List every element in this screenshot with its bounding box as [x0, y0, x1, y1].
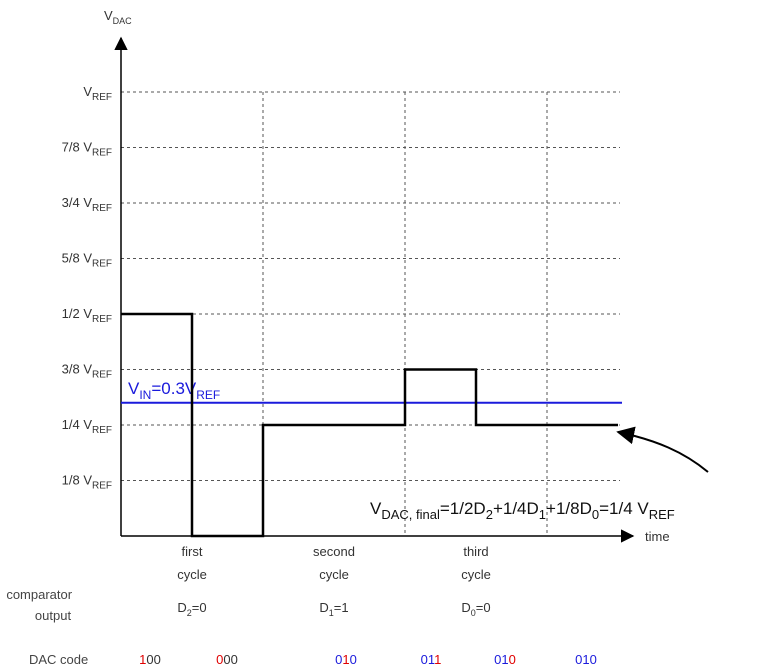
dac-code-4: 010: [494, 652, 516, 667]
dac-code-label: DAC code: [29, 652, 88, 667]
formula-part-5: 1: [539, 507, 546, 522]
formula-part-4: +1/4D: [493, 499, 539, 518]
dac-output-signal: [121, 312, 618, 538]
y-axis-label: VDAC: [104, 8, 132, 26]
comparator-output-2: D0=0: [461, 600, 490, 618]
y-level-label-3: 5/8 VREF: [62, 251, 112, 270]
formula-part-1: DAC, final: [381, 507, 440, 522]
y-level-label-2: 3/4 VREF: [62, 195, 112, 214]
dac-code-3: 011: [421, 652, 442, 667]
dac-code-0: 100: [139, 652, 161, 667]
dac-code-1: 000: [216, 652, 238, 667]
comparator-output-label: comparator output: [6, 587, 75, 623]
dac-code-2: 010: [335, 652, 357, 667]
formula-part-8: =1/4 V: [599, 499, 649, 518]
cycle-labels: first cycle D2=0 second cycle D1=1 third cycle D…: [177, 544, 491, 618]
level-grid-lines: [121, 91, 620, 481]
y-level-label-1: 7/8 VREF: [62, 140, 112, 159]
dac-code-5: 010: [575, 652, 597, 667]
y-level-label-0: VREF: [83, 84, 112, 103]
formula-part-2: =1/2D: [440, 499, 486, 518]
y-level-label-7: 1/8 VREF: [62, 473, 112, 492]
y-level-label-4: 1/2 VREF: [62, 306, 112, 325]
y-level-label-6: 1/4 VREF: [62, 417, 112, 436]
cycle-word-0: cycle: [177, 567, 207, 582]
cycle-name-1: second: [313, 544, 355, 559]
x-axis-label: time: [645, 529, 670, 544]
formula-part-9: REF: [649, 507, 675, 522]
formula-part-3: 2: [486, 507, 493, 522]
annotation-arrow: [616, 426, 709, 473]
comparator-output-1: D1=1: [319, 600, 348, 618]
cycle-word-1: cycle: [319, 567, 349, 582]
cycle-name-2: third: [463, 544, 488, 559]
comparator-output-0: D2=0: [177, 600, 206, 618]
y-level-labels: VREF 7/8 VREF 3/4 VREF 5/8 VREF 1/2 VREF 3/8 …: [62, 84, 112, 492]
vin-label: VIN=0.3VREF: [128, 379, 220, 402]
cycle-name-0: first: [182, 544, 203, 559]
cycle-word-2: cycle: [461, 567, 491, 582]
formula-part-6: +1/8D: [546, 499, 592, 518]
formula-part-0: V: [370, 499, 382, 518]
y-level-label-5: 3/8 VREF: [62, 362, 112, 381]
dac-codes: 100 000 010 011 010 010: [139, 652, 597, 667]
final-vdac-formula: VDAC, final=1/2D2+1/4D1+1/8D0=1/4 VREF: [370, 499, 675, 522]
formula-part-7: 0: [592, 507, 599, 522]
